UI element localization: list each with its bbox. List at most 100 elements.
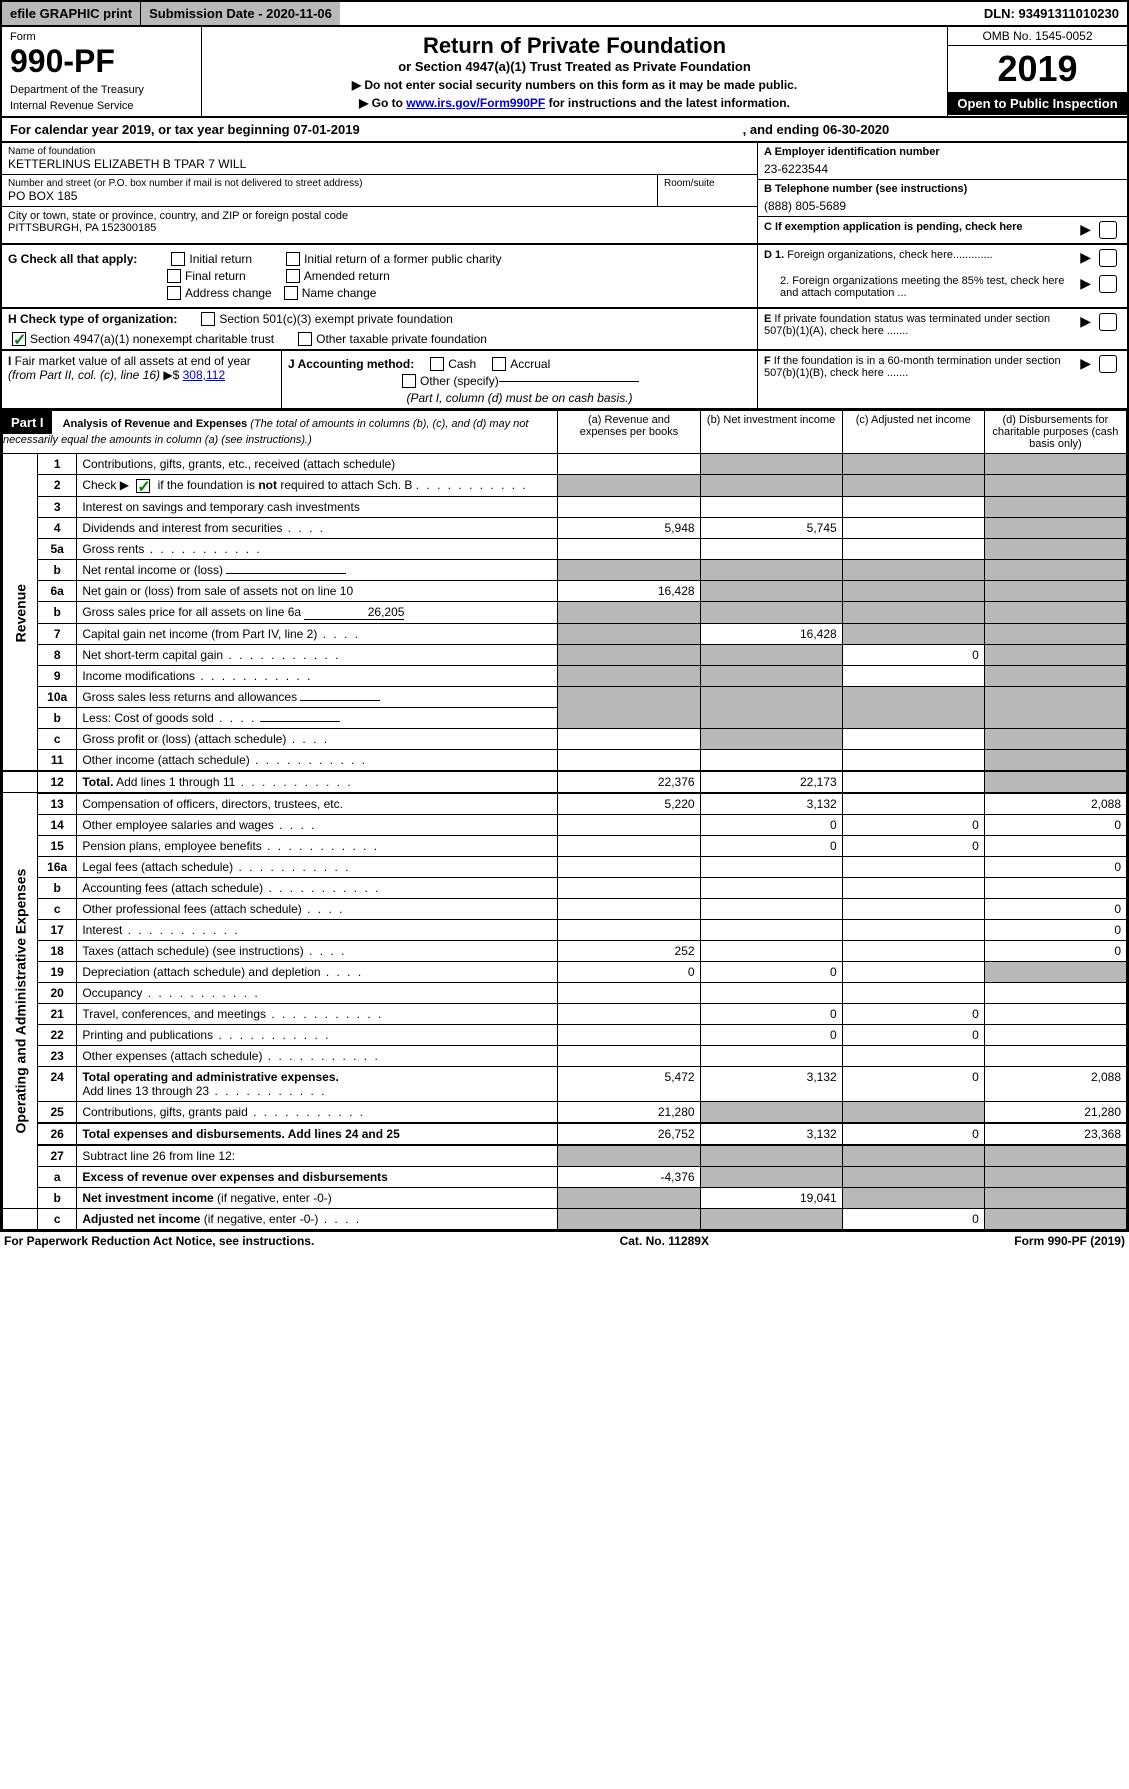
line-num: c — [37, 898, 76, 919]
d2-row: 2. Foreign organizations meeting the 85%… — [758, 271, 1127, 303]
line-num: a — [37, 1166, 76, 1187]
h3-checkbox[interactable] — [298, 332, 312, 346]
table-row: 25Contributions, gifts, grants paid21,28… — [3, 1101, 1127, 1123]
cell-value: 5,948 — [558, 517, 700, 538]
line-desc: Net rental income or (loss) — [77, 559, 558, 580]
table-row: aExcess of revenue over expenses and dis… — [3, 1166, 1127, 1187]
g-final-checkbox[interactable] — [167, 269, 181, 283]
h2-checkbox[interactable] — [12, 332, 26, 346]
foundation-name-cell: Name of foundation KETTERLINUS ELIZABETH… — [2, 143, 757, 175]
footer: For Paperwork Reduction Act Notice, see … — [0, 1232, 1129, 1250]
line-desc: Income modifications — [77, 665, 558, 686]
d2-checkbox[interactable] — [1099, 275, 1117, 293]
footer-right: Form 990-PF (2019) — [1014, 1234, 1125, 1248]
line-num: b — [37, 601, 76, 623]
line-desc: Other income (attach schedule) — [77, 749, 558, 771]
j2: Accrual — [510, 357, 550, 371]
schb-checkbox[interactable] — [136, 479, 150, 493]
ein-cell: A Employer identification number 23-6223… — [758, 143, 1127, 180]
line-num: 6a — [37, 580, 76, 601]
city-cell: City or town, state or province, country… — [2, 207, 757, 237]
cell-value: 26,752 — [558, 1123, 700, 1145]
line-num: 26 — [37, 1123, 76, 1145]
line-num: 14 — [37, 814, 76, 835]
expenses-sidebar: Operating and Administrative Expenses — [3, 793, 38, 1209]
name-label: Name of foundation — [8, 146, 751, 157]
e-checkbox[interactable] — [1099, 313, 1117, 331]
line-num: 27 — [37, 1145, 76, 1167]
cell-value: 16,428 — [700, 623, 842, 644]
line-num: c — [37, 728, 76, 749]
ein-label: A Employer identification number — [764, 146, 1121, 158]
line-desc: Total expenses and disbursements. Add li… — [77, 1123, 558, 1145]
arrow-icon: ▶ — [1080, 221, 1091, 238]
j-row2: Other (specify) — [288, 374, 751, 388]
g6: Name change — [302, 286, 377, 300]
j-cash-checkbox[interactable] — [430, 357, 444, 371]
tax-year: 2019 — [948, 46, 1127, 92]
revenue-sidebar: Revenue — [3, 454, 38, 771]
line-num: 23 — [37, 1045, 76, 1066]
line-desc: Net short-term capital gain — [77, 644, 558, 665]
omb-number: OMB No. 1545-0052 — [948, 27, 1127, 46]
fmv-value: 308,112 — [183, 368, 226, 382]
identification-block: Name of foundation KETTERLINUS ELIZABETH… — [0, 143, 1129, 245]
footer-center: Cat. No. 11289X — [620, 1234, 709, 1248]
line-desc: Dividends and interest from securities — [77, 517, 558, 538]
g-address-checkbox[interactable] — [167, 286, 181, 300]
g-initial-checkbox[interactable] — [171, 252, 185, 266]
cell-value: 0 — [842, 835, 984, 856]
form-subtitle: or Section 4947(a)(1) Trust Treated as P… — [208, 59, 941, 74]
irs-link[interactable]: www.irs.gov/Form990PF — [406, 96, 545, 110]
g4: Amended return — [304, 269, 390, 283]
j-other-checkbox[interactable] — [402, 374, 416, 388]
line-num: 3 — [37, 496, 76, 517]
line-desc: Compensation of officers, directors, tru… — [77, 793, 558, 815]
g-initial-former-checkbox[interactable] — [286, 252, 300, 266]
footer-left: For Paperwork Reduction Act Notice, see … — [4, 1234, 314, 1248]
arrow-icon: ▶ — [1080, 249, 1091, 266]
d1-checkbox[interactable] — [1099, 249, 1117, 267]
cell-value: 0 — [700, 835, 842, 856]
h-block: H Check type of organization: Section 50… — [0, 309, 1129, 351]
table-row: cOther professional fees (attach schedul… — [3, 898, 1127, 919]
d1-row: D 1. Foreign organizations, check here..… — [758, 245, 1127, 271]
submission-date-button[interactable]: Submission Date - 2020-11-06 — [141, 2, 340, 25]
line-desc: Excess of revenue over expenses and disb… — [77, 1166, 558, 1187]
part1-title: Analysis of Revenue and Expenses — [63, 418, 248, 430]
table-row: 5aGross rents — [3, 538, 1127, 559]
h1-checkbox[interactable] — [201, 312, 215, 326]
cell-value: 0 — [700, 1003, 842, 1024]
line-num: 10a — [37, 686, 76, 707]
d2-label: 2. Foreign organizations meeting the 85%… — [764, 275, 1076, 299]
ein-value: 23-6223544 — [764, 162, 1121, 176]
g-amended-checkbox[interactable] — [286, 269, 300, 283]
line-num: 18 — [37, 940, 76, 961]
calendar-year-row: For calendar year 2019, or tax year begi… — [0, 118, 1129, 143]
c-checkbox[interactable] — [1099, 221, 1117, 239]
table-row: 7Capital gain net income (from Part IV, … — [3, 623, 1127, 644]
cell-value: 0 — [984, 898, 1126, 919]
cell-value: 3,132 — [700, 1066, 842, 1101]
room-label: Room/suite — [664, 178, 751, 189]
j-accrual-checkbox[interactable] — [492, 357, 506, 371]
line-num: 19 — [37, 961, 76, 982]
line-desc: Interest — [77, 919, 558, 940]
table-row: 22Printing and publications00 — [3, 1024, 1127, 1045]
line-desc: Contributions, gifts, grants paid — [77, 1101, 558, 1123]
efile-print-button[interactable]: efile GRAPHIC print — [2, 2, 141, 25]
note-2: ▶ Go to www.irs.gov/Form990PF for instru… — [208, 96, 941, 110]
g-name-checkbox[interactable] — [284, 286, 298, 300]
table-row: 17Interest0 — [3, 919, 1127, 940]
d1-label: D 1. Foreign organizations, check here..… — [764, 249, 1076, 261]
g3: Final return — [185, 269, 246, 283]
calyear-end: , and ending 06-30-2020 — [743, 122, 890, 137]
col-c-header: (c) Adjusted net income — [842, 411, 984, 454]
cell-value: 5,472 — [558, 1066, 700, 1101]
line-num: b — [37, 877, 76, 898]
f-checkbox[interactable] — [1099, 355, 1117, 373]
note2-pre: ▶ Go to — [359, 96, 406, 110]
dept-label: Department of the Treasury — [10, 84, 193, 96]
cell-value: 0 — [984, 814, 1126, 835]
line-num: 21 — [37, 1003, 76, 1024]
